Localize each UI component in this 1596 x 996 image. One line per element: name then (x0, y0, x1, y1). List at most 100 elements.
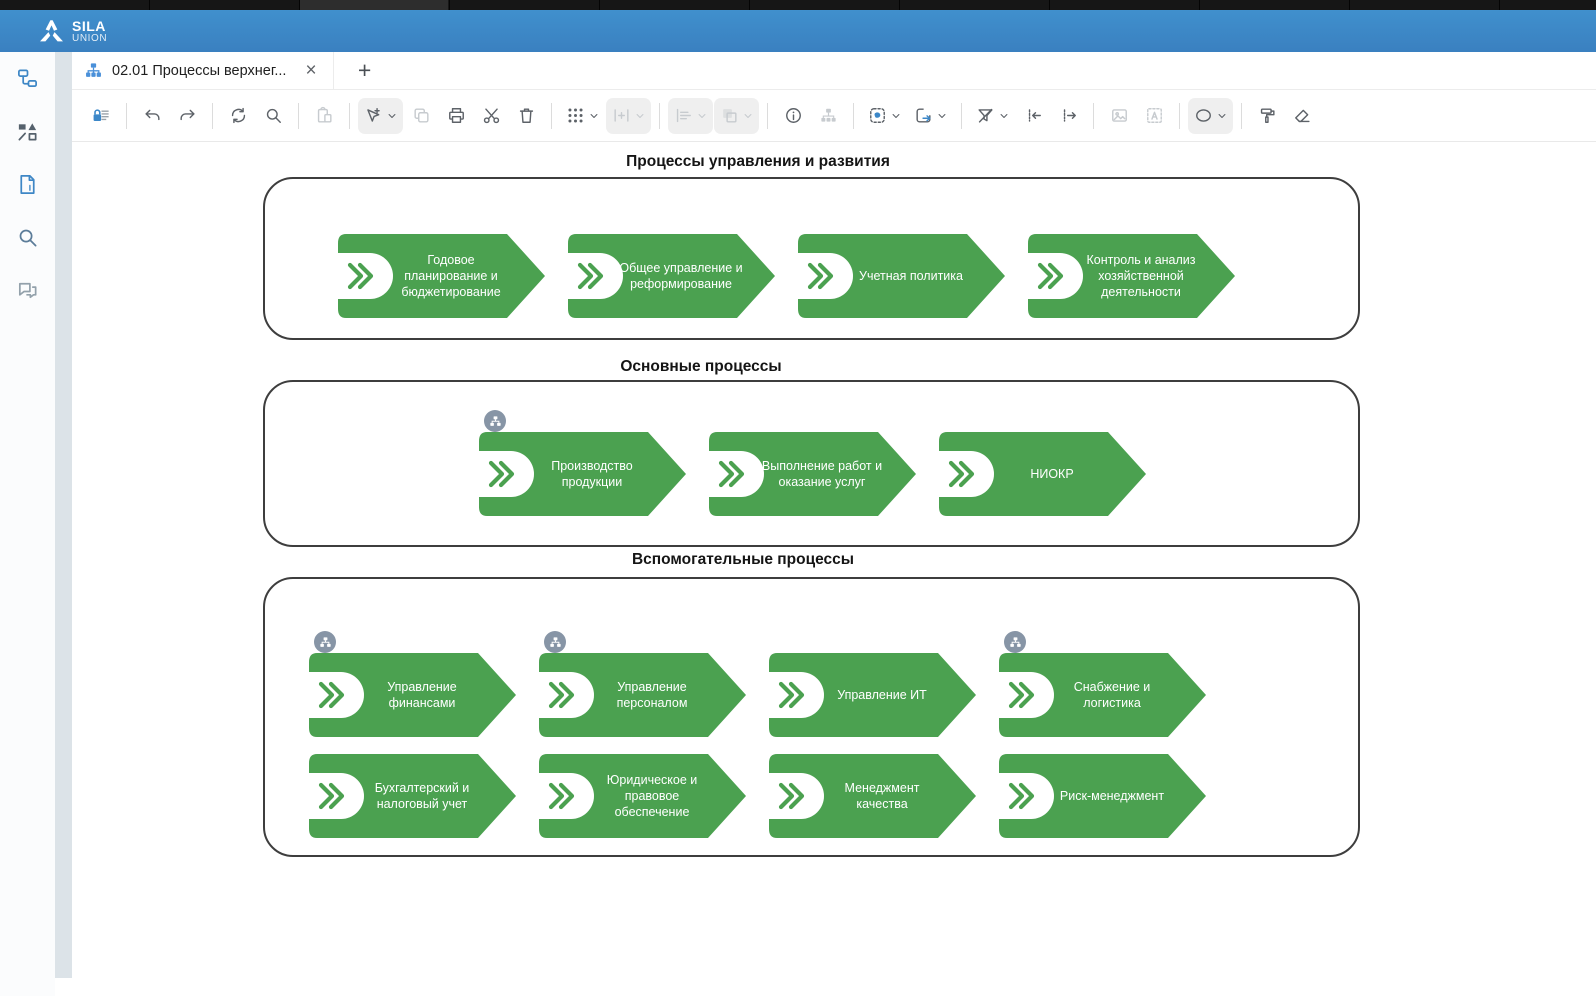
toolbar-separator (298, 102, 299, 129)
decomposition-icon (549, 636, 562, 649)
info-button[interactable] (776, 98, 810, 134)
spacing-button[interactable] (606, 97, 651, 134)
sidebar-item-tree-structure[interactable] (13, 66, 43, 96)
toolbar-separator (349, 102, 350, 129)
arrange-icon (720, 106, 739, 125)
process-label: Производство продукции (551, 459, 633, 489)
toolbar-separator (1179, 102, 1180, 129)
text-frame-button[interactable] (1137, 98, 1171, 134)
diagram-canvas[interactable]: Процессы управления и развития Годовое п… (72, 142, 1596, 996)
process-shape[interactable]: Управление ИТ (768, 652, 978, 738)
copy-icon (412, 106, 431, 125)
collapse-left-button[interactable] (1016, 98, 1050, 134)
chevron-down-icon (635, 111, 645, 121)
sidebar-item-comments[interactable] (13, 278, 43, 308)
decomposition-badge (484, 410, 506, 432)
process-label: Управление финансами (387, 680, 457, 710)
process-shape[interactable]: Контроль и анализ хозяйственной деятельн… (1027, 233, 1237, 319)
toolbar-separator (1093, 102, 1094, 129)
paste-icon (315, 106, 334, 125)
group-title[interactable]: Процессы управления и развития (626, 153, 890, 170)
grid-matrix-icon (566, 106, 585, 125)
lock-list-button[interactable] (84, 98, 118, 134)
process-shape[interactable]: Управление финансами (308, 631, 518, 738)
sidebar-item-document[interactable] (13, 172, 43, 202)
group-title[interactable]: Основные процессы (620, 358, 782, 375)
eraser-button[interactable] (1285, 98, 1319, 134)
text-frame-icon (1145, 106, 1164, 125)
refresh-button[interactable] (221, 98, 255, 134)
process-shape[interactable]: Снабжение и логистика (998, 631, 1208, 738)
eraser-icon (1293, 106, 1312, 125)
comments-icon (16, 279, 39, 307)
cut-button[interactable] (474, 98, 508, 134)
delete-button[interactable] (509, 98, 543, 134)
decomposition-badge (1004, 631, 1026, 653)
chevron-down-icon (1217, 111, 1227, 121)
new-tab-button[interactable]: + (357, 57, 372, 83)
process-label: Снабжение и логистика (1073, 680, 1151, 710)
toolbar-separator (126, 102, 127, 129)
format-painter-icon (1258, 106, 1277, 125)
sidebar-item-shapes-palette[interactable] (13, 119, 43, 149)
delete-icon (517, 106, 536, 125)
refresh-icon (229, 106, 248, 125)
tab-label: 02.01 Процессы верхнег... (112, 62, 287, 79)
decomposition-icon (1009, 636, 1022, 649)
toolbar-separator (1241, 102, 1242, 129)
process-shape[interactable]: Производство продукции (478, 410, 688, 517)
process-label: Выполнение работ и оказание услуг (761, 459, 883, 489)
toolbar-separator (961, 102, 962, 129)
select-marquee-icon (868, 106, 887, 125)
process-shape[interactable]: Учетная политика (797, 233, 1007, 319)
cut-icon (482, 106, 501, 125)
group-title[interactable]: Вспомогательные процессы (631, 551, 855, 568)
chevron-down-icon (999, 111, 1009, 121)
arrange-button[interactable] (714, 97, 759, 134)
process-shape[interactable]: Управление персоналом (538, 631, 748, 738)
redo-button[interactable] (170, 98, 204, 134)
chevron-down-icon (937, 111, 947, 121)
image-icon (1110, 106, 1129, 125)
process-label: Риск-менеджмент (1059, 789, 1165, 803)
sidebar-panel-divider[interactable] (55, 52, 72, 978)
tab-diagram[interactable]: 02.01 Процессы верхнег... × (72, 52, 334, 89)
process-shape[interactable]: Годовое планирование и бюджетирование (337, 233, 547, 319)
undo-button[interactable] (135, 98, 169, 134)
spacing-icon (612, 106, 631, 125)
search-icon (16, 226, 39, 254)
process-label: Управление персоналом (616, 680, 688, 710)
filter-off-button[interactable] (970, 98, 1015, 134)
insert-pointer-button[interactable] (358, 97, 403, 134)
toolbar-separator (212, 102, 213, 129)
process-shape[interactable]: Риск-менеджмент (998, 753, 1208, 839)
print-button[interactable] (439, 98, 473, 134)
process-shape[interactable]: НИОКР (938, 431, 1148, 517)
close-icon[interactable]: × (305, 60, 317, 81)
toolbar (72, 90, 1596, 142)
format-painter-button[interactable] (1250, 98, 1284, 134)
decomposition-badge (314, 631, 336, 653)
copy-button[interactable] (404, 98, 438, 134)
process-shape[interactable]: Юридическое и правовое обеспечение (538, 753, 748, 839)
grid-matrix-button[interactable] (560, 98, 605, 134)
hierarchy-button[interactable] (811, 98, 845, 134)
ellipse-shape-button[interactable] (1188, 97, 1233, 134)
zoom-search-button[interactable] (256, 98, 290, 134)
paste-button[interactable] (307, 98, 341, 134)
process-shape[interactable]: Выполнение работ и оказание услуг (708, 431, 918, 517)
expand-right-button[interactable] (1051, 98, 1085, 134)
export-diagram-button[interactable] (908, 98, 953, 134)
ellipse-shape-icon (1194, 106, 1213, 125)
chevron-down-icon (697, 111, 707, 121)
process-shape[interactable]: Общее управление и реформирование (567, 233, 777, 319)
sidebar-item-search[interactable] (13, 225, 43, 255)
logo: SILA UNION (38, 18, 107, 45)
chevron-down-icon (743, 111, 753, 121)
align-button[interactable] (668, 97, 713, 134)
select-marquee-button[interactable] (862, 98, 907, 134)
decomposition-badge (544, 631, 566, 653)
image-button[interactable] (1102, 98, 1136, 134)
process-shape[interactable]: Бухгалтерский и налоговый учет (308, 753, 518, 839)
process-shape[interactable]: Менеджмент качества (768, 753, 978, 839)
